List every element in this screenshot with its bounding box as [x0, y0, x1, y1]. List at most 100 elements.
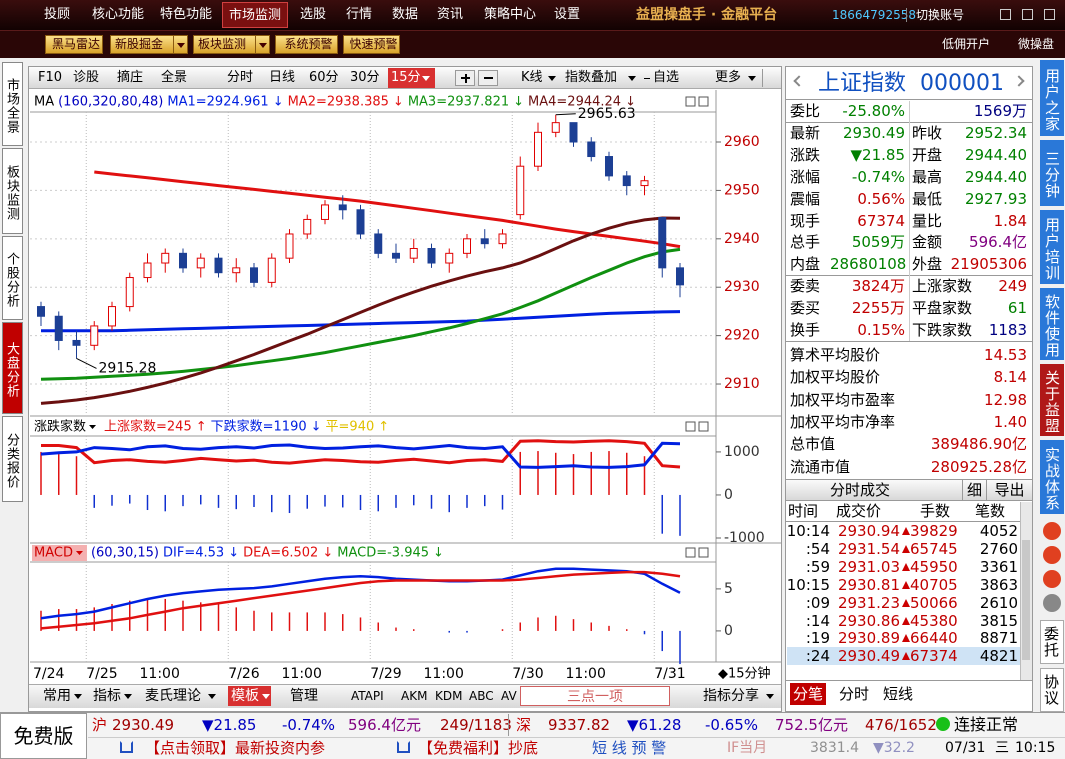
bottom-tab[interactable]: 指标: [93, 688, 121, 704]
status-item[interactable]: 【免费福利】抄底: [418, 739, 539, 757]
window-control[interactable]: [1044, 9, 1055, 20]
status-item: 07/31: [945, 740, 986, 756]
status-item[interactable]: 短 线 预 警: [592, 739, 667, 757]
connection-dot: [936, 717, 950, 731]
candle-body: [605, 156, 613, 177]
toolbar-button[interactable]: 系统预警: [275, 35, 338, 54]
bottom-tab[interactable]: KDM: [435, 689, 463, 703]
menu-item[interactable]: 市场监测: [222, 2, 289, 28]
toolbar-button[interactable]: 板块监测: [193, 35, 270, 54]
side-icon[interactable]: [1043, 570, 1061, 588]
indicator-label: ↓: [273, 95, 284, 110]
side-icon[interactable]: [1043, 594, 1061, 612]
chart-tool[interactable]: 更多: [715, 70, 742, 85]
promo-tab[interactable]: 用户培训: [1040, 210, 1064, 284]
scroll-thumb[interactable]: [1022, 540, 1030, 660]
separator: [88, 737, 1065, 738]
promo-tab[interactable]: 关于益盟: [1040, 364, 1064, 436]
trades-title: 分时成交: [830, 481, 891, 499]
chart-tool[interactable]: 日线: [269, 70, 296, 85]
bottom-tab[interactable]: AV: [501, 689, 517, 703]
bottom-tab[interactable]: 三点一项: [520, 686, 670, 706]
toolbar-link[interactable]: 微操盘: [1018, 37, 1055, 51]
chart-tool[interactable]: 全景: [161, 70, 188, 85]
chart-tool[interactable]: F10: [38, 70, 63, 85]
menu-item[interactable]: 特色功能: [160, 7, 213, 22]
menu-item[interactable]: 行情: [346, 7, 373, 22]
dropdown-arrow: [262, 694, 270, 699]
toolbar-link[interactable]: 低佣开户: [942, 37, 991, 51]
side-tab[interactable]: 个股分析: [2, 236, 23, 320]
side-icon[interactable]: [1043, 522, 1061, 540]
menu-item[interactable]: 核心功能: [92, 7, 145, 22]
promo-tab[interactable]: 三分钟: [1040, 140, 1064, 206]
quote-tab[interactable]: 分笔: [790, 683, 827, 705]
bottom-tab[interactable]: 模板: [228, 686, 271, 706]
trade-price: 2930.49: [837, 647, 900, 666]
toolbar-button[interactable]: 快速预警: [343, 35, 400, 54]
side-tab[interactable]: 市场全景: [2, 62, 23, 146]
side-tab[interactable]: 大盘分析: [2, 322, 23, 414]
collapse-button[interactable]: [762, 69, 778, 87]
menu-item[interactable]: 策略中心: [484, 7, 537, 22]
dropdown-arrow: [89, 425, 97, 429]
menu-item[interactable]: 投顾: [44, 7, 71, 22]
trades-button[interactable]: 细: [962, 480, 986, 500]
side-button[interactable]: 协议: [1040, 668, 1064, 712]
window-control[interactable]: [1022, 9, 1033, 20]
indicator-name: MACD: [34, 546, 73, 561]
bottom-tab[interactable]: 管理: [290, 688, 318, 704]
home-icon: [397, 741, 410, 753]
candle-body: [463, 238, 471, 254]
menu-item[interactable]: 设置: [554, 7, 581, 22]
bottom-tab[interactable]: ABC: [469, 689, 494, 703]
bottom-tab[interactable]: AKM: [401, 689, 428, 703]
menu-item[interactable]: 资讯: [437, 7, 464, 22]
bottom-tab[interactable]: 常用: [43, 688, 71, 704]
bottom-tab[interactable]: 指标分享: [703, 688, 759, 704]
chart-tool[interactable]: 指数叠加: [565, 70, 618, 85]
quote-tab[interactable]: 分时: [839, 685, 870, 703]
menu-item[interactable]: 选股: [300, 7, 327, 22]
chart-tool[interactable]: 分时: [227, 70, 254, 85]
indicator-label: MA1=2924.961: [167, 95, 268, 110]
y-tick-label: 2950: [724, 182, 760, 198]
chart-tool[interactable]: 自选: [653, 70, 680, 85]
side-tab[interactable]: 板块监测: [2, 148, 23, 234]
side-button[interactable]: 委托: [1040, 620, 1064, 664]
market-quote: -0.74%: [282, 716, 336, 734]
side-icon[interactable]: [1043, 546, 1061, 564]
trades-button[interactable]: 导出: [986, 480, 1032, 500]
toolbar-button[interactable]: 黑马雷达: [45, 35, 103, 54]
y-tick-label: -1000: [724, 530, 765, 546]
chart-tool[interactable]: 摘庄: [117, 70, 144, 85]
divider: [906, 8, 907, 22]
account[interactable]: 切换账号: [916, 8, 965, 22]
trade-count: 2760: [979, 539, 1018, 558]
status-item[interactable]: 【点击领取】最新投资内参: [145, 739, 326, 757]
chart-tool[interactable]: 30分: [350, 70, 380, 85]
promo-tab[interactable]: 用户之家: [1040, 60, 1064, 136]
window-control[interactable]: [1000, 9, 1011, 20]
chart-tool[interactable]: 诊股: [73, 70, 100, 85]
bottom-tab[interactable]: ATAPI: [351, 689, 384, 703]
bottom-tab[interactable]: 麦氏理论: [145, 688, 201, 704]
indicator-label: 上涨家数=245: [104, 419, 192, 435]
trade-count: 8871: [979, 629, 1018, 648]
dropdown-arrow: [748, 76, 756, 81]
indicator-label: 平=940: [326, 420, 375, 435]
promo-tab[interactable]: 实战体系: [1040, 440, 1064, 514]
menu-item[interactable]: 数据: [392, 7, 419, 22]
side-tab[interactable]: 分类报价: [2, 416, 23, 502]
promo-tab[interactable]: 软件使用: [1040, 288, 1064, 360]
chart-tool[interactable]: 60分: [309, 70, 339, 85]
candle-body: [125, 277, 134, 308]
quote-value: 2944.40: [964, 167, 1027, 186]
trade-arrow: [902, 562, 910, 571]
chart-tool[interactable]: K线: [521, 70, 543, 85]
quote-label: 最新: [790, 123, 821, 142]
toolbar-button[interactable]: 新股掘金: [110, 35, 188, 54]
quote-tab[interactable]: 短线: [883, 685, 914, 703]
chart-tool[interactable]: 15分: [388, 68, 435, 88]
trade-volume: 65745: [910, 539, 958, 558]
